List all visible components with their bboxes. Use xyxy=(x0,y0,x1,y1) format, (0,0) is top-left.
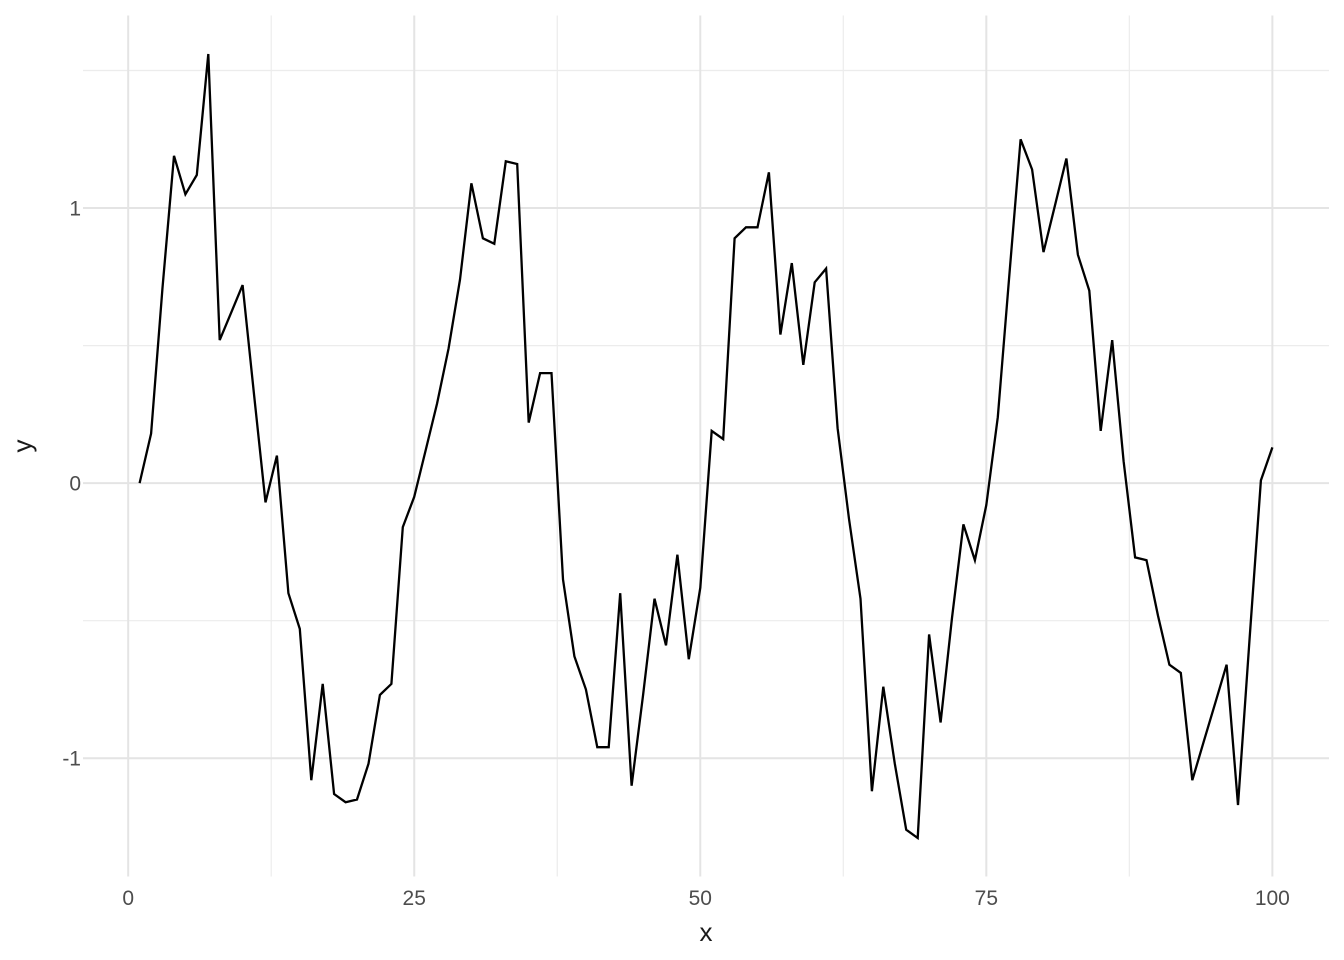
x-tick-label: 100 xyxy=(1255,887,1290,910)
x-axis-title: x xyxy=(700,917,713,947)
data-series-line xyxy=(138,53,1274,841)
x-tick-label: 50 xyxy=(689,887,712,910)
grid-major-layer xyxy=(83,15,1329,877)
y-axis-title: y xyxy=(7,440,37,453)
x-tick-label: 25 xyxy=(403,887,426,910)
y-tick-label: 0 xyxy=(69,473,81,496)
x-tick-label: 0 xyxy=(122,887,134,910)
grid-minor-layer xyxy=(83,15,1329,877)
x-tick-label: 75 xyxy=(975,887,998,910)
y-tick-label: 1 xyxy=(69,198,81,221)
y-tick-label: -1 xyxy=(62,748,81,771)
tick-label-layer: 0 25 50 75 100 -1 0 1 xyxy=(62,198,1290,910)
plot-layer xyxy=(138,53,1274,841)
